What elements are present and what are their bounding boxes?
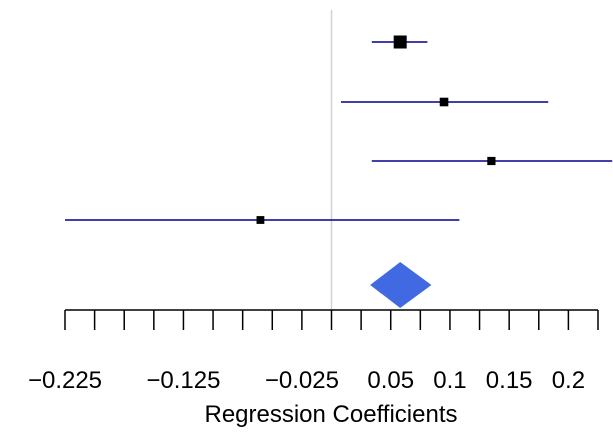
tick-label: 0.2 [552,367,585,394]
tick-label: 0.1 [433,367,466,394]
tick-label: 0.05 [367,367,414,394]
x-axis-title: Regression Coefficients [204,401,457,428]
studies-layer [65,35,613,224]
point-estimate [439,97,449,107]
point-estimate [393,35,407,49]
pooled-layer [370,262,432,308]
study-row [371,35,428,49]
study-row [371,156,613,166]
pooled-estimate-diamond [370,262,432,308]
point-estimate [256,216,265,224]
tick-label: −0.225 [28,367,102,394]
study-row [340,97,549,107]
tick-label: −0.025 [265,367,339,394]
study-row [65,216,460,224]
point-estimate [487,156,496,166]
x-axis: −0.225 −0.125 −0.025 0.05 0.1 0.15 0.2 [28,309,599,394]
tick-label: −0.125 [146,367,220,394]
tick-label: 0.15 [486,367,533,394]
